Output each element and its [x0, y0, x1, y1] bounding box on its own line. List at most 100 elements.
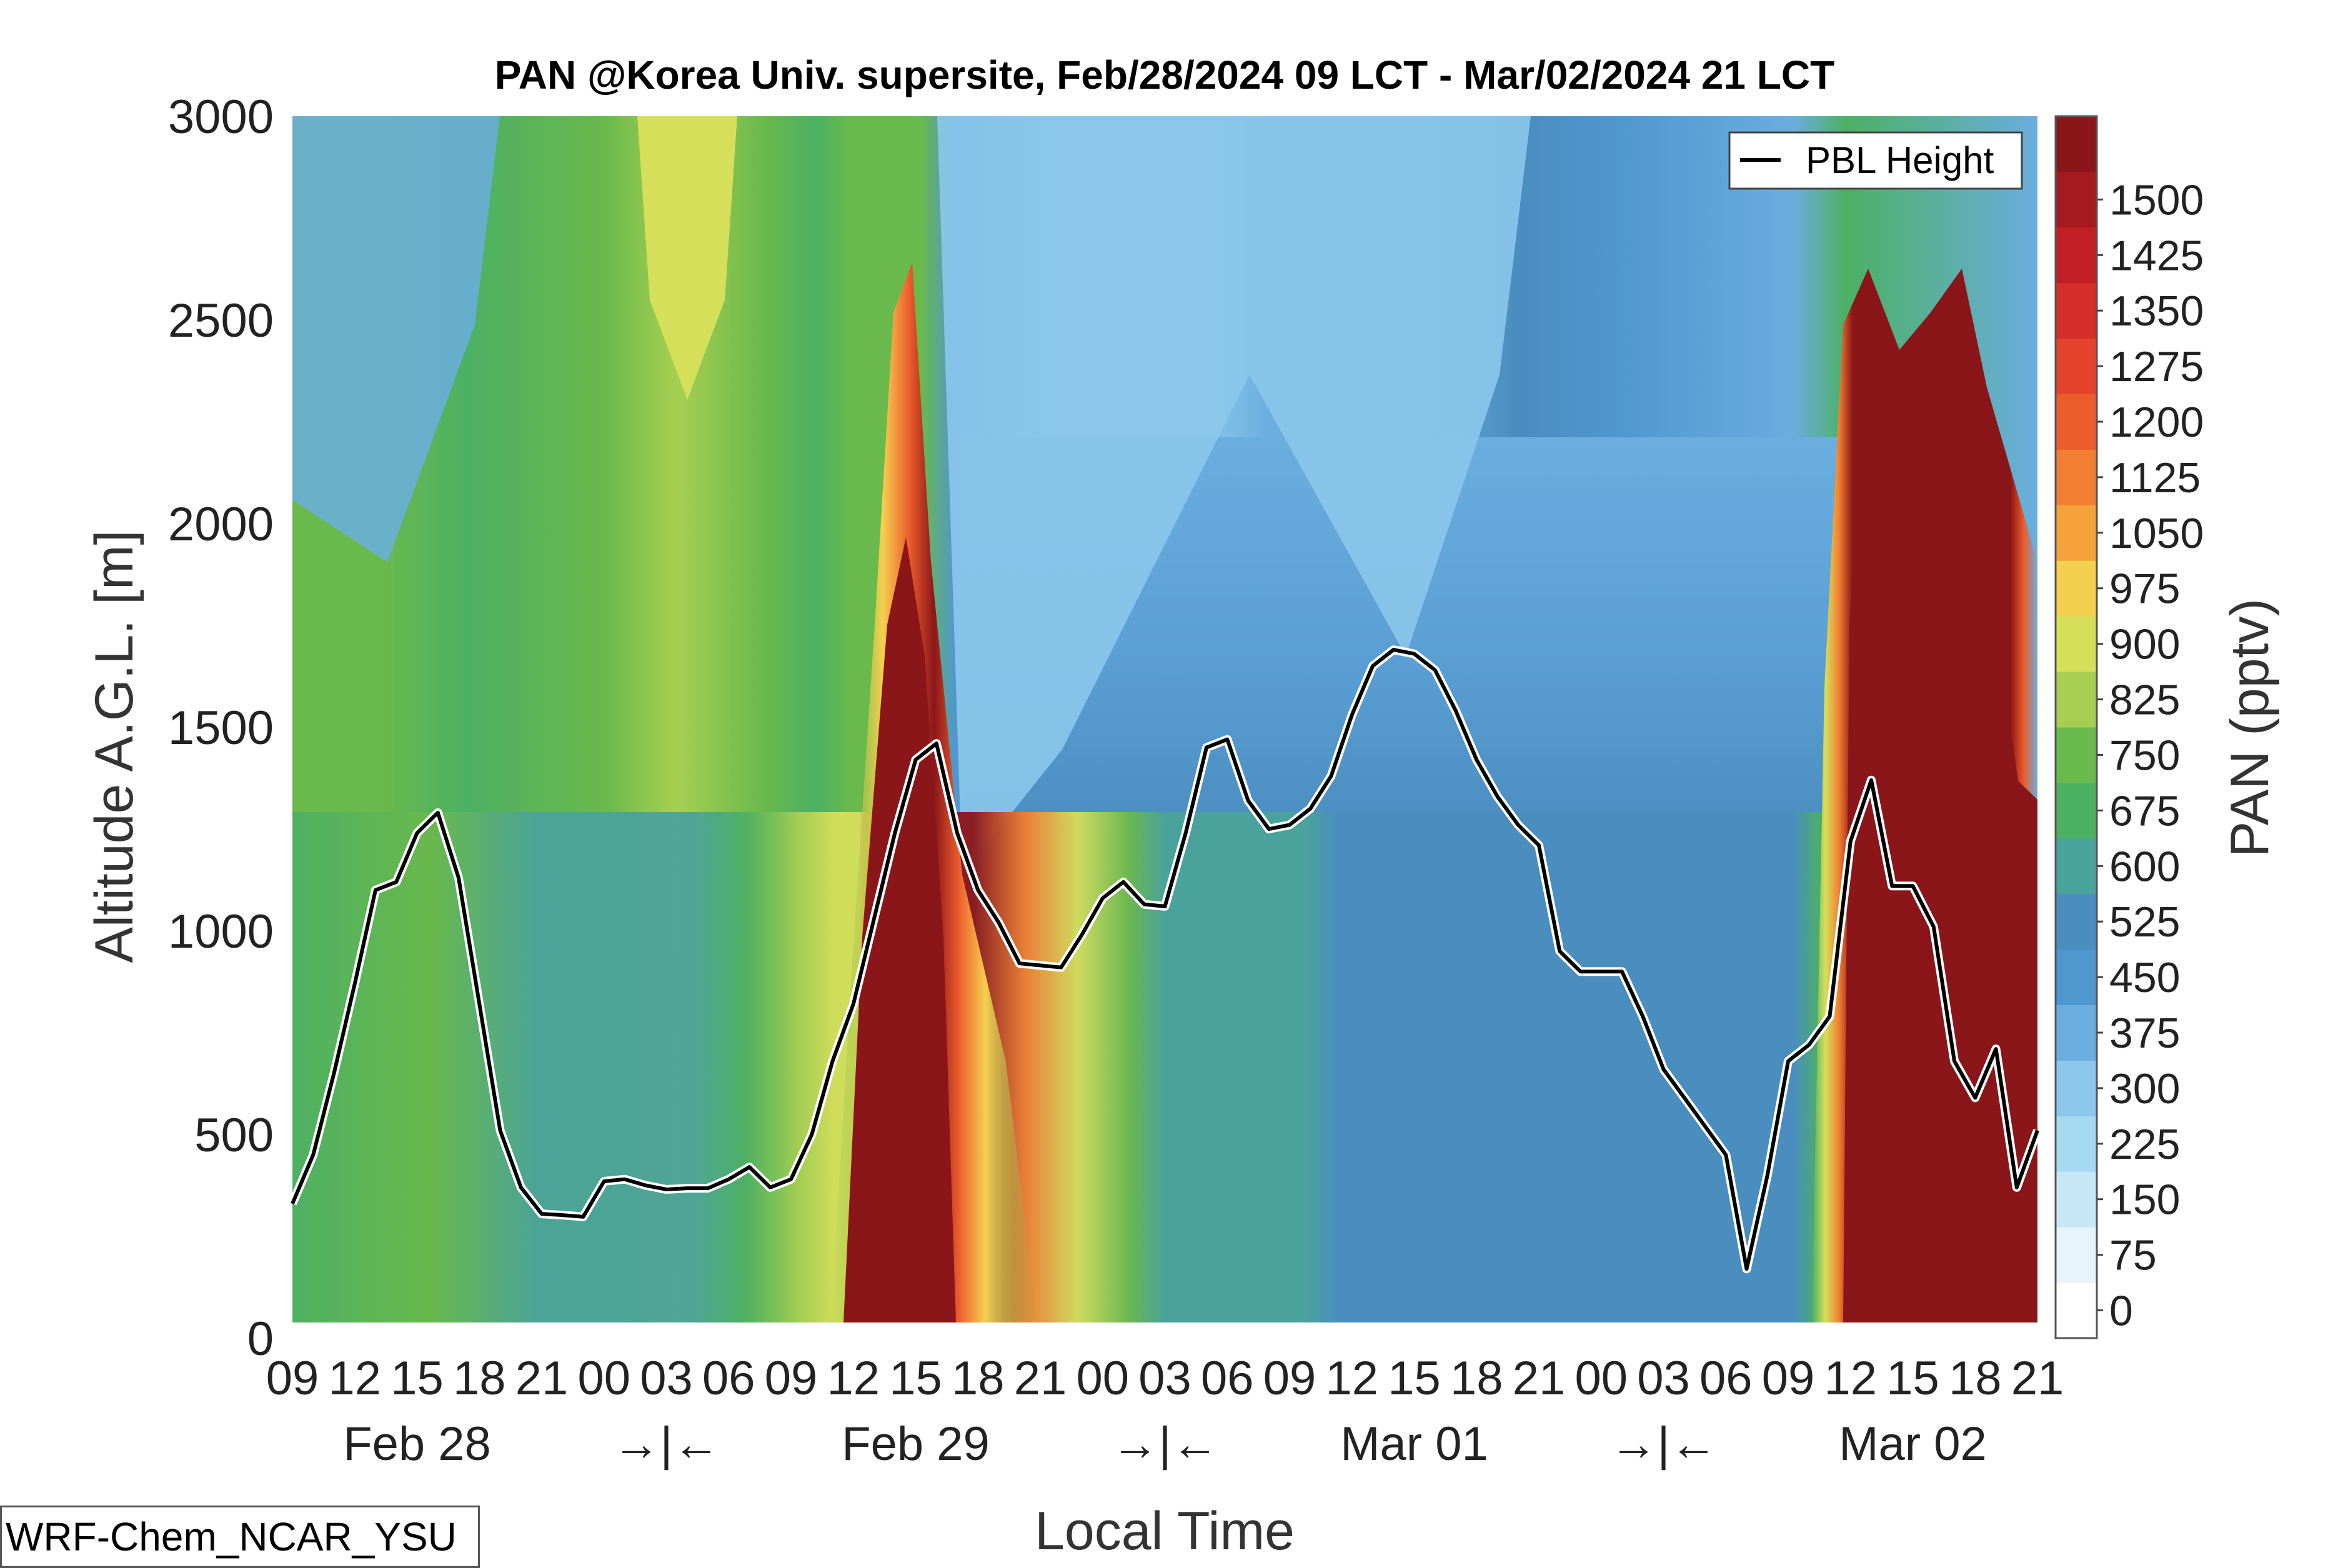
y-tick-label: 2500 — [168, 294, 274, 347]
x-tick-hour-label: 09 — [765, 1352, 818, 1405]
x-day-label: →|← — [613, 1417, 720, 1471]
x-tick-hour-label: 06 — [702, 1352, 755, 1405]
chart-title: PAN @Korea Univ. supersite, Feb/28/2024 … — [495, 52, 1834, 97]
colorbar-tick-label: 1200 — [2109, 399, 2204, 446]
x-day-label: Feb 29 — [842, 1417, 990, 1471]
x-tick-hour-label: 15 — [390, 1352, 444, 1405]
field-yellow-top — [637, 116, 737, 400]
colorbar: 0 75 150 225 300 375 450 525 600 675 750 825 900 975 1… — [2054, 115, 2204, 1339]
field-lower — [292, 812, 2037, 1322]
colorbar-tick-label: 300 — [2109, 1065, 2180, 1113]
y-tick-label: 1500 — [168, 702, 274, 755]
colorbar-tick-label: 1125 — [2109, 454, 2201, 502]
x-tick-hour-label: 06 — [1201, 1352, 1254, 1405]
x-tick-hour-label: 12 — [827, 1352, 880, 1405]
colorbar-segment — [2056, 1283, 2097, 1339]
colorbar-tick-label: 825 — [2109, 677, 2180, 724]
y-tick-label: 3000 — [168, 91, 274, 144]
colorbar-tick-label: 1500 — [2109, 176, 2204, 224]
colorbar-segment — [2056, 782, 2097, 839]
x-day-label: Feb 28 — [343, 1417, 491, 1471]
colorbar-segment — [2056, 727, 2097, 783]
colorbar-tick-label: 600 — [2109, 843, 2180, 890]
colorbar-segment — [2056, 560, 2097, 617]
y-tick-label: 2000 — [168, 498, 274, 551]
colorbar-tick-label: 1425 — [2109, 232, 2204, 279]
colorbar-segment — [2056, 1227, 2097, 1283]
colorbar-segment — [2056, 1116, 2097, 1172]
colorbar-frame — [2054, 115, 2098, 1339]
colorbar-segment — [2056, 838, 2097, 895]
colorbar-segment — [2056, 394, 2097, 450]
colorbar-segment — [2056, 672, 2097, 728]
colorbar-segment — [2056, 1005, 2097, 1061]
colorbar-label: PAN (pptv) — [2220, 598, 2280, 857]
colorbar-segment — [2056, 949, 2097, 1006]
colorbar-segment — [2056, 893, 2097, 950]
colorbar-tick-label: 450 — [2109, 954, 2180, 1001]
x-tick-hour-label: 18 — [952, 1352, 1005, 1405]
x-tick-hour-label: 09 — [1263, 1352, 1316, 1405]
colorbar-segment — [2056, 282, 2097, 339]
y-axis-label: Altitude A.G.L. [m] — [84, 530, 144, 963]
x-tick-hour-label: 21 — [515, 1352, 569, 1405]
x-tick-hour-label: 21 — [1014, 1352, 1067, 1405]
colorbar-segment — [2056, 171, 2097, 228]
x-tick-hour-label: 18 — [453, 1352, 506, 1405]
colorbar-segment — [2056, 1060, 2097, 1116]
x-tick-hour-label: 09 — [1762, 1352, 1815, 1405]
colorbar-tick-label: 1275 — [2109, 343, 2204, 390]
legend-label-pbl-height: PBL Height — [1806, 139, 1994, 181]
x-tick-hour-label: 09 — [266, 1352, 319, 1405]
colorbar-segment — [2056, 338, 2097, 395]
model-label: WRF-Chem_NCAR_YSU — [0, 1506, 480, 1568]
x-tick-hour-label: 18 — [1949, 1352, 2002, 1405]
pbl-series — [288, 645, 2042, 1274]
colorbar-segment — [2056, 616, 2097, 672]
x-day-label: Mar 02 — [1839, 1417, 1987, 1471]
colorbar-tick-label: 1350 — [2109, 287, 2204, 335]
x-day-label: Mar 01 — [1340, 1417, 1488, 1471]
x-day-label: →|← — [1112, 1417, 1219, 1471]
colorbar-tick-label: 750 — [2109, 732, 2180, 779]
field-blue-wedge-left — [292, 116, 500, 562]
colorbar-segment — [2056, 227, 2097, 284]
colorbar-tick-label: 1050 — [2109, 510, 2204, 557]
y-tick-label: 0 — [247, 1312, 274, 1366]
x-tick-hour-label: 12 — [328, 1352, 381, 1405]
colorbar-tick-label: 675 — [2109, 787, 2180, 835]
colorbar-tick-label: 225 — [2109, 1121, 2180, 1168]
y-tick-label: 500 — [194, 1109, 274, 1162]
colorbar-tick-label: 150 — [2109, 1176, 2180, 1224]
colorbar-tick-label: 900 — [2109, 621, 2180, 668]
x-tick-hour-label: 00 — [1076, 1352, 1129, 1405]
x-day-label: →|← — [1610, 1417, 1718, 1471]
x-tick-hour-label: 18 — [1450, 1352, 1503, 1405]
x-tick-hour-label: 03 — [640, 1352, 693, 1405]
x-tick-hour-label: 03 — [1138, 1352, 1191, 1405]
colorbar-segment — [2056, 116, 2097, 172]
colorbar-tick-label: 375 — [2109, 1010, 2180, 1057]
legend: PBL Height — [1728, 131, 2023, 190]
x-tick-hour-label: 00 — [577, 1352, 630, 1405]
ground-strip — [292, 1322, 2037, 1338]
colorbar-tick-label: 525 — [2109, 898, 2180, 946]
x-tick-hour-label: 21 — [1513, 1352, 1566, 1405]
x-tick-hour-label: 03 — [1637, 1352, 1690, 1405]
field-light-blue-region — [937, 116, 1531, 875]
colorbar-tick-label: 975 — [2109, 565, 2180, 613]
x-tick-hour-label: 12 — [1325, 1352, 1378, 1405]
pbl-height-line — [291, 648, 2039, 1271]
x-tick-hour-label: 06 — [1699, 1352, 1753, 1405]
x-tick-hour-label: 15 — [1388, 1352, 1441, 1405]
plume-core-feb29 — [843, 537, 956, 1322]
colorbar-segment — [2056, 505, 2097, 561]
plume-core-mar02 — [1843, 350, 2037, 1322]
x-axis-label: Local Time — [1035, 1501, 1295, 1561]
x-tick-hour-label: 00 — [1574, 1352, 1628, 1405]
x-tick-hour-label: 12 — [1824, 1352, 1877, 1405]
colorbar-segment — [2056, 449, 2097, 505]
colorbar-tick-label: 75 — [2109, 1232, 2157, 1279]
